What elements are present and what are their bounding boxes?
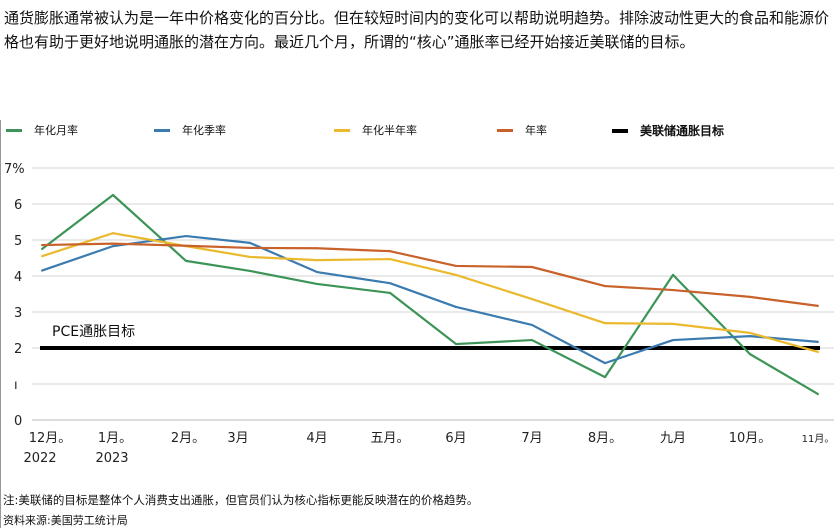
- legend-label: 年化月率: [34, 124, 78, 137]
- x-tick-label: 10月。: [729, 431, 772, 446]
- data-point: [316, 271, 318, 274]
- data-point: [185, 244, 187, 247]
- data-point: [389, 250, 391, 253]
- data-point: [604, 322, 606, 325]
- legend-swatch: [6, 128, 22, 132]
- y-tick-label: 4: [14, 270, 22, 285]
- data-point: [249, 241, 251, 244]
- data-point: [185, 259, 187, 262]
- x-tick-label: 五月。: [370, 431, 409, 446]
- y-tick-label: ı: [14, 378, 18, 393]
- legend-swatch: [612, 128, 628, 133]
- data-point: [185, 235, 187, 238]
- x-tick-label: 11月。: [802, 433, 834, 445]
- data-point: [672, 273, 674, 276]
- y-tick-label: 0: [14, 414, 22, 429]
- fed-target-label: PCE通胀目标: [52, 324, 135, 340]
- data-point: [749, 331, 751, 334]
- data-point: [455, 343, 457, 346]
- data-point: [531, 339, 533, 342]
- intro-text: 通货膨胀通常被认为是一年中价格变化的百分比。但在较短时间内的变化可以帮助说明趋势…: [4, 9, 830, 51]
- data-point: [41, 255, 43, 258]
- legend-label: 年化季率: [182, 124, 226, 137]
- legend-swatch: [154, 128, 170, 132]
- data-point: [672, 339, 674, 342]
- data-point: [455, 305, 457, 308]
- legend-swatch: [334, 128, 350, 132]
- data-point: [817, 340, 819, 343]
- data-point: [817, 393, 819, 396]
- data-point: [604, 285, 606, 288]
- data-point: [41, 248, 43, 250]
- y-tick-label: 2: [14, 342, 22, 357]
- y-tick-label: 3: [14, 306, 22, 321]
- data-point: [531, 298, 533, 301]
- data-point: [249, 269, 251, 272]
- legend-item-fed-target: 美联储通胀目标: [612, 122, 724, 139]
- data-point: [389, 291, 391, 294]
- data-point: [112, 245, 114, 248]
- legend-item-annual: 年率: [497, 122, 547, 138]
- x-tick-label: 3月: [227, 431, 248, 446]
- x-year-label: 2023: [95, 451, 128, 466]
- x-tick-label: 8月。: [588, 431, 622, 446]
- data-point: [817, 350, 819, 353]
- data-point: [531, 266, 533, 268]
- series-line-3: [41, 242, 819, 307]
- data-point: [604, 376, 606, 379]
- legend-label: 年化半年率: [362, 124, 417, 137]
- data-point: [749, 335, 751, 338]
- data-point: [389, 282, 391, 285]
- data-point: [817, 304, 819, 307]
- data-point: [749, 295, 751, 298]
- data-point: [316, 282, 318, 285]
- legend-label: 年率: [525, 124, 547, 137]
- legend-item-quarterly: 年化季率: [154, 122, 226, 138]
- data-point: [249, 246, 251, 249]
- x-tick-label: 4月: [306, 431, 327, 446]
- legend-item-monthly: 年化月率: [6, 122, 78, 138]
- data-point: [604, 362, 606, 365]
- x-tick-label: 12月。: [29, 431, 72, 446]
- legend: 年化月率 年化季率 年化半年率 年率 美联储通胀目标: [0, 122, 834, 138]
- data-point: [112, 194, 114, 196]
- line-chart: 0 ı 2 3 4 5 6 7% 12月。 1月。 2月。 3月 4月 五月。 6月 7月 8月。 九月 10月。 1…: [4, 162, 834, 466]
- y-tick-label: 7%: [4, 162, 25, 177]
- x-tick-label: 2月。: [171, 431, 205, 446]
- y-tick-label: 6: [14, 198, 22, 213]
- left-border: [0, 120, 1, 528]
- data-point: [531, 323, 533, 326]
- series-line-1: [41, 234, 819, 365]
- data-point: [112, 232, 114, 235]
- data-point: [41, 244, 43, 247]
- data-point: [249, 255, 251, 258]
- data-point: [455, 273, 457, 276]
- legend-swatch: [497, 128, 513, 132]
- data-point: [316, 247, 318, 250]
- x-tick-label: 6月: [445, 431, 466, 446]
- y-tick-label: 5: [14, 234, 22, 249]
- data-point: [455, 264, 457, 267]
- series-line-0: [41, 193, 819, 396]
- data-point: [672, 322, 674, 325]
- data-point: [749, 353, 751, 356]
- data-point: [672, 289, 674, 292]
- series-line-2: [41, 232, 819, 354]
- legend-item-half-year: 年化半年率: [334, 122, 417, 138]
- data-point: [112, 242, 114, 245]
- x-tick-label: 7月: [521, 431, 542, 446]
- data-point: [316, 259, 318, 262]
- x-tick-label: 1月。: [98, 431, 132, 446]
- x-tick-label: 九月: [660, 431, 686, 446]
- x-year-label: 2022: [23, 451, 56, 466]
- chart-note: 注:美联储的目标是整体个人消费支出通胀，但官员们认为核心指标更能反映潜在的价格趋…: [3, 493, 479, 507]
- data-point: [389, 258, 391, 261]
- legend-label: 美联储通胀目标: [640, 124, 725, 138]
- data-point: [41, 269, 43, 272]
- chart-source: 资料来源:美国劳工统计局: [3, 514, 128, 527]
